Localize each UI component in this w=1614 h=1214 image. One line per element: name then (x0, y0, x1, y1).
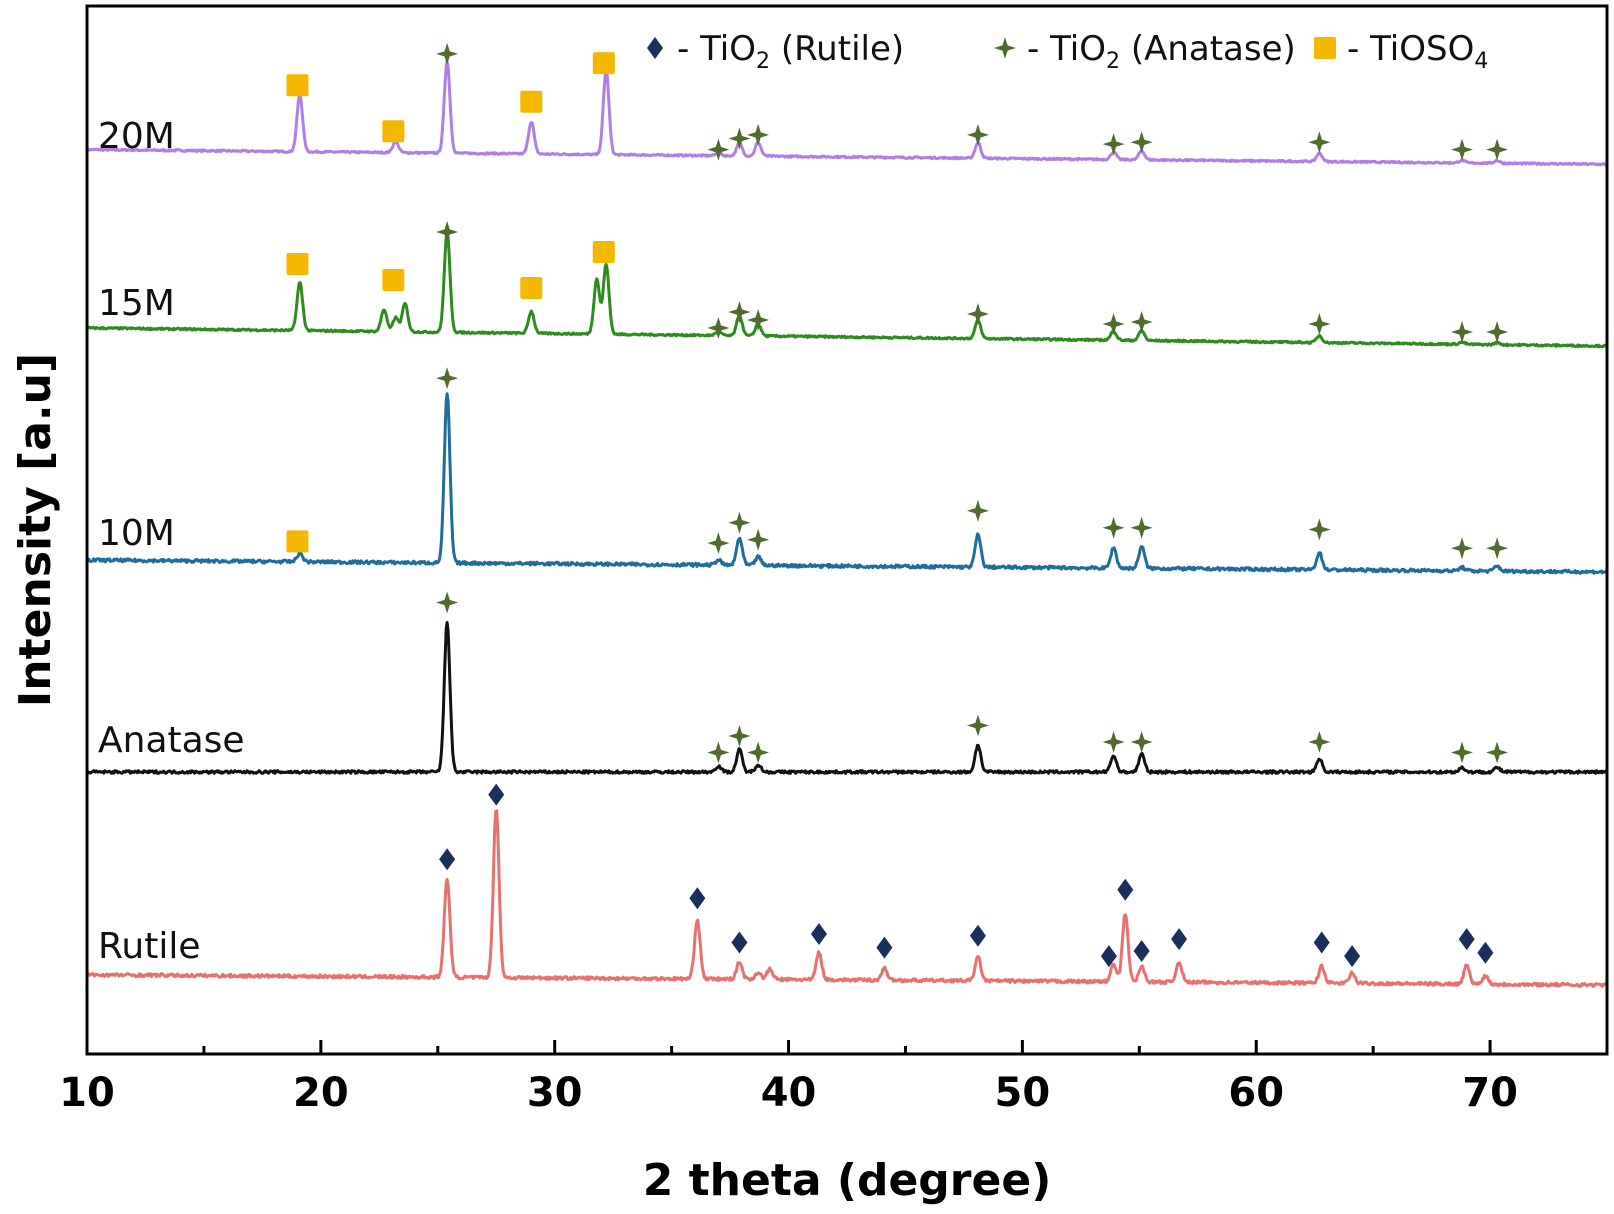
marker-star-0-9 (1102, 133, 1125, 156)
marker-star-3-5 (1102, 731, 1125, 753)
marker-star-0-12 (1451, 138, 1474, 161)
marker-diamond-4-12 (1344, 945, 1361, 968)
marker-star-1-10 (1130, 311, 1153, 333)
marker-star-2-4 (747, 528, 770, 551)
x-tick-label-50: 50 (995, 1070, 1051, 1116)
legend-label-1: - TiO2 (Anatase) (1027, 29, 1296, 74)
legend-entry-1: - TiO2 (Anatase) (994, 29, 1296, 74)
x-tick-label-20: 20 (293, 1070, 349, 1116)
x-axis-title: 2 theta (degree) (643, 1155, 1052, 1206)
legend-star-icon (994, 37, 1016, 59)
marker-diamond-4-3 (731, 931, 748, 954)
marker-diamond-4-0 (439, 848, 456, 871)
marker-star-1-8 (966, 303, 989, 325)
marker-star-0-5 (707, 138, 730, 161)
legend-entry-0: - TiO2 (Rutile) (647, 29, 904, 74)
series-label-rutile: Rutile (98, 926, 200, 967)
marker-star-0-11 (1308, 131, 1331, 154)
marker-star-2-7 (1130, 516, 1153, 539)
marker-star-1-7 (747, 309, 770, 331)
legend-entry-2: - TiOSO4 (1314, 29, 1488, 74)
x-tick-label-60: 60 (1228, 1070, 1284, 1116)
series-labels-layer: 20M 15M 10M Anatase Rutile (98, 116, 245, 967)
marker-star-1-13 (1486, 321, 1509, 343)
trace-15m (85, 231, 1608, 349)
legend-square-icon (1314, 37, 1336, 59)
marker-diamond-4-8 (1117, 878, 1134, 901)
marker-star-2-9 (1451, 537, 1474, 560)
x-tick-label-40: 40 (761, 1070, 817, 1116)
legend: - TiO2 (Rutile) - TiO2 (Anatase) - TiOSO4 (647, 29, 1488, 74)
marker-star-1-6 (728, 301, 751, 323)
legend-diamond-icon (647, 37, 663, 59)
marker-star-3-3 (747, 741, 770, 764)
marker-star-2-2 (707, 532, 730, 555)
marker-star-1-11 (1308, 313, 1331, 335)
marker-square-1-1 (382, 269, 405, 291)
marker-square-0-4 (592, 52, 615, 75)
marker-star-3-7 (1308, 731, 1331, 753)
marker-square-0-1 (382, 120, 405, 143)
series-label-10m: 10M (98, 513, 175, 554)
series-label-20m: 20M (98, 116, 175, 157)
marker-square-0-0 (286, 74, 309, 97)
x-tick-label-30: 30 (527, 1070, 583, 1116)
series-label-anatase: Anatase (98, 720, 245, 761)
marker-star-0-13 (1486, 138, 1509, 161)
marker-star-3-0 (436, 591, 459, 614)
trace-rutile (85, 809, 1609, 988)
x-tick-label-10: 10 (59, 1070, 115, 1116)
trace-20m (85, 60, 1608, 167)
marker-square-1-4 (592, 241, 615, 263)
x-tick-label-70: 70 (1462, 1070, 1518, 1116)
trace-10m (86, 392, 1608, 575)
marker-star-3-4 (966, 714, 989, 737)
marker-star-0-7 (747, 123, 770, 146)
marker-star-1-9 (1102, 313, 1125, 335)
marker-star-2-6 (1102, 516, 1125, 539)
marker-star-3-8 (1451, 741, 1474, 764)
marker-star-1-12 (1451, 321, 1474, 343)
plot-frame (85, 4, 1609, 1056)
marker-diamond-4-7 (1100, 945, 1117, 968)
marker-star-1-2 (436, 221, 459, 243)
marker-star-3-2 (728, 725, 751, 747)
marker-square-1-0 (286, 253, 309, 275)
marker-diamond-4-6 (969, 924, 986, 947)
marker-diamond-4-14 (1477, 941, 1494, 964)
marker-diamond-4-13 (1458, 928, 1475, 951)
marker-diamond-4-10 (1171, 928, 1188, 951)
y-axis-title: Intensity [a.u] (10, 353, 61, 707)
marker-star-3-1 (707, 741, 730, 764)
marker-star-0-2 (436, 42, 459, 65)
marker-diamond-4-4 (810, 923, 827, 945)
traces-layer (85, 60, 1609, 988)
marker-star-0-8 (966, 123, 989, 146)
marker-star-2-1 (436, 367, 459, 390)
legend-label-2: - TiOSO4 (1347, 29, 1488, 74)
marker-star-0-10 (1130, 131, 1153, 154)
legend-label-0: - TiO2 (Rutile) (677, 29, 904, 74)
marker-star-2-10 (1486, 537, 1509, 560)
markers-layer (286, 42, 1509, 968)
marker-star-2-5 (966, 499, 989, 522)
x-axis-ticks: 10 20 30 40 50 60 70 (59, 1040, 1609, 1116)
marker-diamond-4-9 (1133, 940, 1150, 962)
marker-diamond-4-5 (876, 936, 893, 959)
marker-star-3-6 (1130, 731, 1153, 753)
marker-square-2-0 (286, 530, 309, 553)
marker-star-1-5 (707, 317, 730, 339)
trace-anatase (86, 621, 1609, 775)
marker-square-0-3 (520, 90, 543, 113)
marker-diamond-4-11 (1313, 931, 1330, 954)
marker-star-2-8 (1308, 518, 1331, 541)
marker-diamond-4-2 (689, 887, 706, 910)
marker-star-3-9 (1486, 741, 1509, 764)
marker-square-1-3 (520, 277, 543, 299)
marker-star-0-6 (728, 127, 751, 150)
marker-diamond-4-1 (488, 783, 505, 806)
series-label-15m: 15M (98, 283, 175, 324)
marker-star-2-3 (728, 511, 751, 534)
